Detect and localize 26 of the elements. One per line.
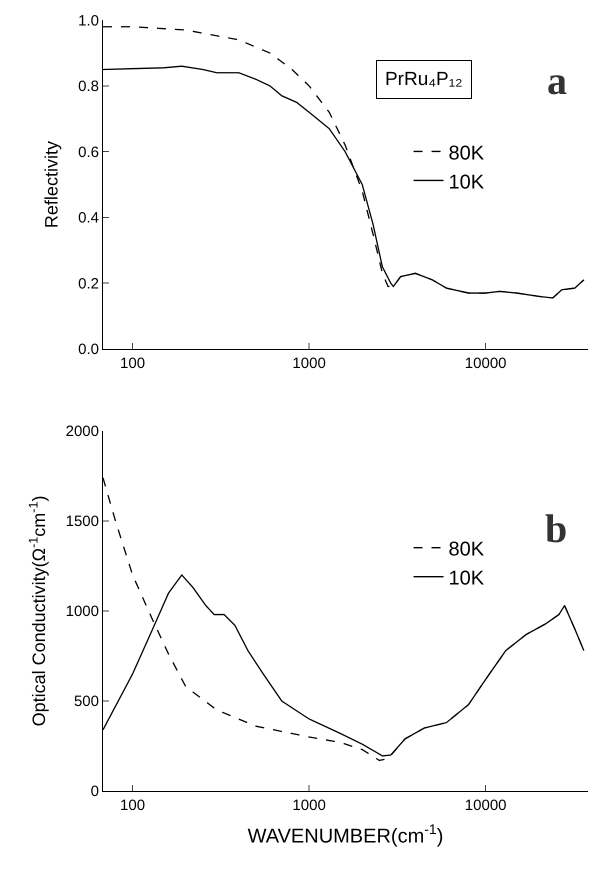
x-tick-label: 10000 — [464, 797, 507, 814]
legend-label: 80K — [448, 538, 485, 560]
annotation: a — [547, 58, 567, 103]
y-tick-label: 0.2 — [78, 275, 99, 292]
y-tick-label: 500 — [74, 693, 99, 710]
legend-label: 10K — [448, 171, 485, 194]
y-tick-label: 0 — [90, 783, 99, 800]
legend-label: 10K — [448, 567, 485, 590]
y-tick-label: 1.0 — [78, 12, 99, 30]
x-tick-label: 1000 — [292, 797, 326, 814]
y-tick-label: 0.0 — [78, 341, 99, 358]
y-tick-label: 0.4 — [78, 210, 99, 227]
y-tick-label: 0.8 — [78, 78, 99, 96]
annotation: b — [545, 506, 568, 551]
x-tick-label: 1000 — [292, 354, 326, 372]
y-axis-title: Reflectivity — [41, 141, 62, 228]
x-axis-title: WAVENUMBER(cm$^{-1}$) — [248, 821, 444, 848]
y-tick-label: 2000 — [66, 423, 99, 440]
y-tick-label: 1000 — [66, 603, 99, 620]
x-tick-label: 100 — [120, 354, 146, 372]
x-tick-label: 10000 — [464, 354, 507, 372]
y-tick-label: 0.6 — [78, 144, 99, 161]
annotation: PrRu₄P₁₂ — [385, 69, 463, 90]
legend-label: 80K — [448, 142, 485, 164]
y-tick-label: 1500 — [66, 513, 99, 530]
x-tick-label: 100 — [120, 797, 146, 814]
